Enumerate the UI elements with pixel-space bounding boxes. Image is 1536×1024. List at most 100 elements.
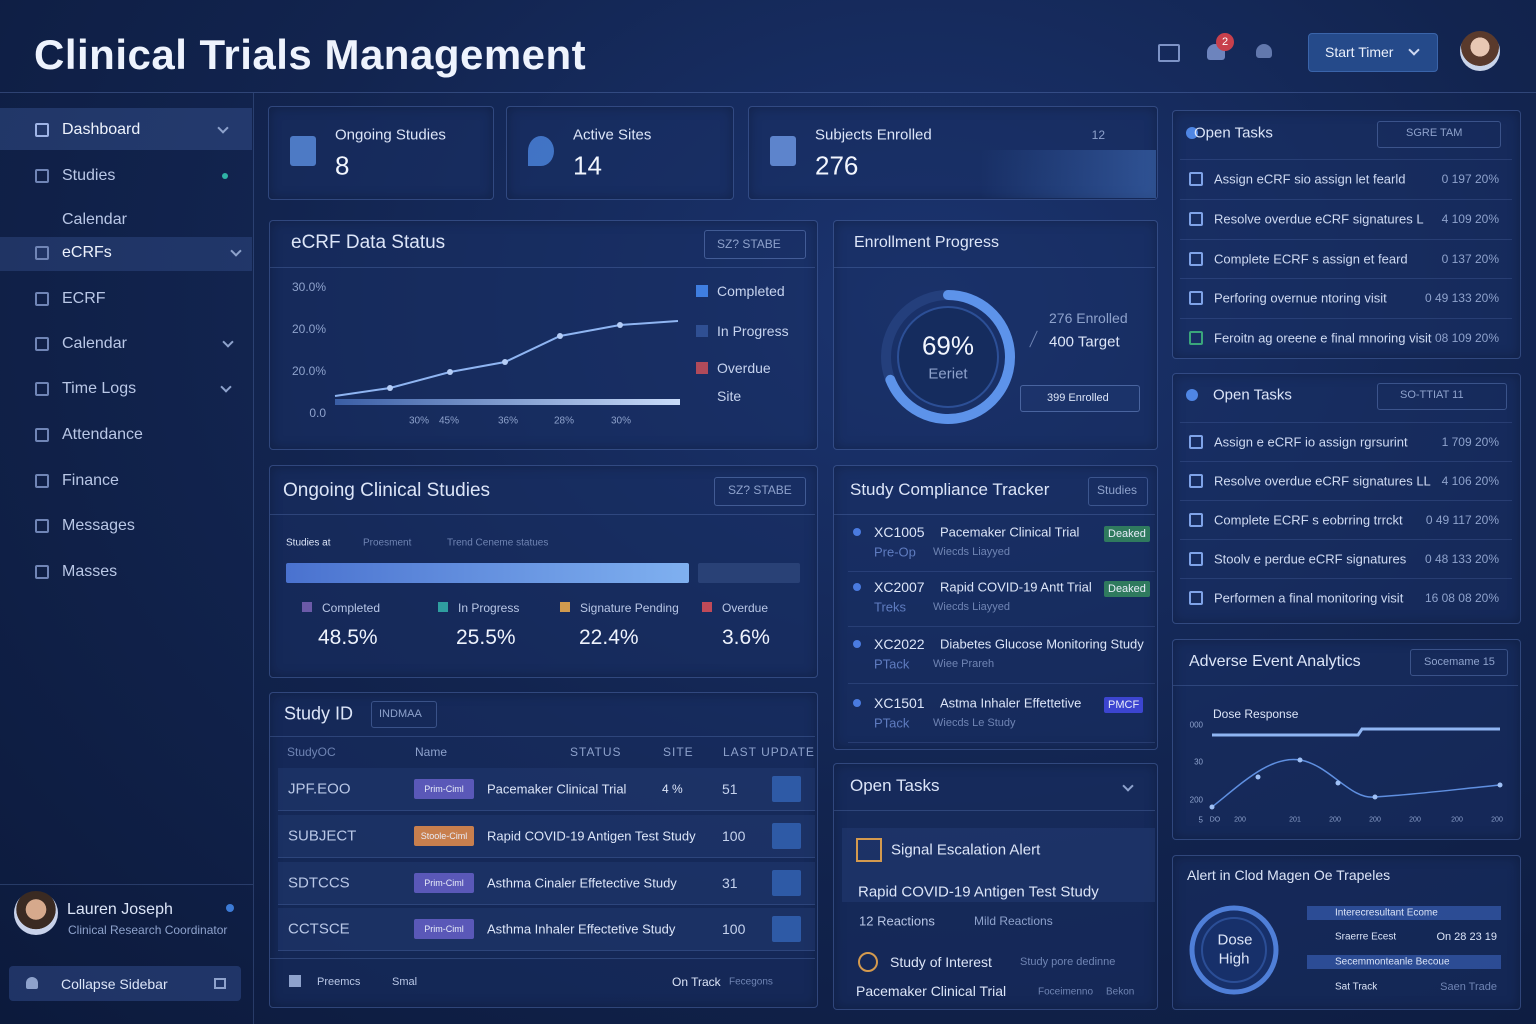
gauge-inner bbox=[1201, 917, 1267, 983]
subtitle: Studies at bbox=[286, 537, 331, 549]
divider bbox=[270, 958, 815, 959]
filter[interactable] bbox=[714, 477, 806, 506]
task-checkbox[interactable] bbox=[1189, 513, 1203, 527]
gauge-core bbox=[897, 306, 999, 408]
study-meta: Wiecds Liayyed bbox=[933, 601, 1011, 613]
task-checkbox[interactable] bbox=[1189, 291, 1203, 305]
filter-label[interactable]: SZ? STABE bbox=[717, 237, 781, 251]
nav-item[interactable]: Messages bbox=[62, 517, 135, 534]
nav-item[interactable]: Finance bbox=[62, 472, 119, 489]
row-action[interactable] bbox=[772, 823, 801, 849]
compliance-panel bbox=[833, 465, 1158, 750]
line-chart bbox=[334, 320, 680, 405]
task-text: Resolve overdue eCRF signatures L bbox=[1214, 211, 1424, 227]
panel-title: eCRF Data Status bbox=[291, 232, 446, 253]
task-row bbox=[1180, 159, 1512, 200]
task-checkbox[interactable] bbox=[1189, 252, 1203, 266]
task-checkbox[interactable] bbox=[1189, 331, 1203, 345]
panel-title: Open Tasks bbox=[1194, 124, 1273, 142]
nav-item[interactable]: Dashboard bbox=[62, 121, 141, 138]
row-action[interactable] bbox=[772, 776, 801, 802]
filter[interactable] bbox=[704, 230, 806, 259]
study-tag: Prim-Ciml bbox=[414, 919, 474, 939]
footer-label: Preemcs bbox=[317, 976, 361, 988]
stat-label: Signature Pending bbox=[580, 601, 679, 615]
panel-title: Open Tasks bbox=[1213, 386, 1292, 404]
tasks-panel bbox=[1172, 110, 1521, 359]
task-row bbox=[1180, 318, 1512, 359]
nav-item[interactable]: Calendar bbox=[62, 211, 127, 228]
filter[interactable] bbox=[1377, 121, 1501, 148]
nav-item[interactable]: Time Logs bbox=[62, 380, 137, 397]
avatar[interactable] bbox=[1460, 31, 1500, 71]
nav-item[interactable]: Studies bbox=[62, 167, 116, 184]
kpi-icon bbox=[528, 136, 554, 166]
study-tag: Prim-Ciml bbox=[414, 873, 474, 893]
nav-item[interactable]: eCRFs bbox=[62, 244, 112, 261]
gauge-value: 69% bbox=[921, 330, 975, 361]
task-checkbox[interactable] bbox=[1189, 172, 1203, 186]
tasks-panel bbox=[1172, 373, 1521, 624]
point bbox=[387, 385, 393, 391]
kpi-icon bbox=[770, 136, 796, 166]
task-checkbox[interactable] bbox=[1189, 552, 1203, 566]
filter-label[interactable]: SO-TTIAT 11 bbox=[1400, 389, 1464, 401]
alert-icon bbox=[856, 838, 882, 862]
filter-label[interactable]: Socemame 15 bbox=[1424, 656, 1495, 668]
timer-button[interactable] bbox=[1308, 33, 1438, 72]
tag: Bekon bbox=[1106, 986, 1135, 998]
footer-label: Smal bbox=[392, 976, 418, 988]
adverse-panel bbox=[1172, 639, 1521, 840]
task-text: Performen a final monitoring visit bbox=[1214, 590, 1404, 606]
task-text: Resolve overdue eCRF signatures LL bbox=[1214, 473, 1431, 489]
tab-label[interactable]: Studies bbox=[1097, 483, 1138, 497]
filter-label[interactable]: SGRE TAM bbox=[1406, 127, 1463, 139]
filter[interactable] bbox=[1377, 383, 1507, 410]
row-action[interactable] bbox=[772, 870, 801, 896]
tab[interactable] bbox=[1088, 477, 1148, 506]
task-checkbox[interactable] bbox=[1189, 212, 1203, 226]
kpi-value: 8 bbox=[335, 150, 350, 181]
task-row bbox=[1180, 278, 1512, 319]
legend-swatch bbox=[702, 602, 712, 612]
interest-title: Study of Interest bbox=[890, 954, 992, 970]
study-name: Asthma Cinaler Effetective Study bbox=[487, 875, 677, 891]
nav-item[interactable]: ECRF bbox=[62, 290, 106, 307]
study-name: Rapid COVID-19 Antigen Test Study bbox=[487, 828, 696, 844]
nav-item[interactable]: Attendance bbox=[62, 426, 143, 443]
study-name: Pacemaker Clinical Trial bbox=[940, 524, 1080, 540]
subtitle: Trend Ceneme statues bbox=[447, 537, 549, 549]
divider bbox=[834, 514, 1155, 515]
timer-button-label[interactable]: Start Timer bbox=[1325, 44, 1394, 60]
collapse-button[interactable] bbox=[9, 966, 241, 1001]
nav-icon bbox=[35, 474, 49, 488]
study-code: XC1501 bbox=[874, 695, 925, 711]
kpi-value: 14 bbox=[573, 150, 602, 181]
kpi-label: Active Sites bbox=[573, 126, 652, 144]
axis-label: 45% bbox=[438, 415, 460, 427]
task-checkbox[interactable] bbox=[1189, 474, 1203, 488]
response-curve bbox=[1211, 758, 1501, 808]
collapse-label[interactable]: Collapse Sidebar bbox=[61, 976, 168, 992]
filter-label[interactable]: SZ? STABE bbox=[728, 483, 792, 497]
nav-item[interactable]: Calendar bbox=[62, 335, 127, 352]
glow bbox=[980, 150, 1156, 198]
task-meta: 0 137 20% bbox=[1441, 252, 1499, 266]
nav-item[interactable]: Masses bbox=[62, 563, 118, 580]
table-row bbox=[278, 908, 815, 951]
task-checkbox[interactable] bbox=[1189, 591, 1203, 605]
filter-label[interactable]: INDMAA bbox=[379, 708, 422, 720]
task-text: Complete ECRF s eobrring trrckt bbox=[1214, 512, 1403, 528]
subtitle: Proesment bbox=[363, 537, 412, 549]
chart-label: Dose Response bbox=[1213, 707, 1299, 721]
row-action[interactable] bbox=[772, 916, 801, 942]
divider bbox=[0, 884, 253, 885]
dose-chart bbox=[1209, 727, 1503, 810]
task-checkbox[interactable] bbox=[1189, 435, 1203, 449]
study-phase: PTack bbox=[874, 656, 910, 672]
legend-swatch bbox=[438, 602, 448, 612]
panel-title: Open Tasks bbox=[850, 776, 940, 795]
status-badge: Deaked bbox=[1104, 526, 1150, 542]
icon bbox=[1186, 127, 1198, 139]
task-meta: 08 109 20% bbox=[1434, 331, 1499, 345]
